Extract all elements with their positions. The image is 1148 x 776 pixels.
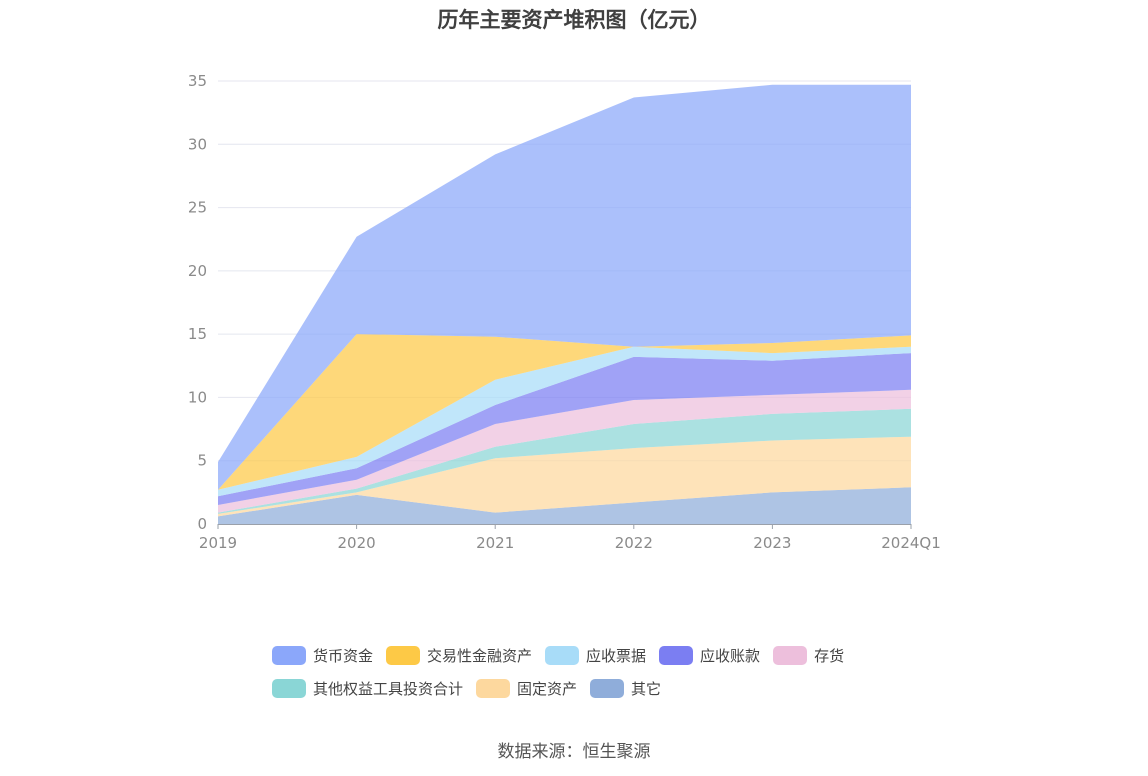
legend-item-other[interactable]: 其它 [590,678,661,699]
x-tick-label: 2019 [199,534,237,552]
y-tick-label: 35 [188,72,207,90]
area-应收票据[interactable] [218,346,911,497]
area-货币资金[interactable] [218,84,911,490]
stacked-area-chart: 0 5 10 15 20 25 30 35 2019 2020 2021 2022 2023 2024Q1 [188,72,941,552]
y-tick-label: 20 [188,262,207,280]
legend-item-accounts-receivable[interactable]: 应收账款 [659,645,760,666]
x-tick-label: 2022 [615,534,653,552]
y-tick-label: 15 [188,325,207,343]
area-固定资产[interactable] [218,436,911,517]
legend-item-notes-receivable[interactable]: 应收票据 [545,645,646,666]
legend-label: 存货 [814,647,845,665]
legend-label: 固定资产 [517,680,578,698]
legend-swatch [386,646,421,665]
legend-item-cash[interactable]: 货币资金 [272,645,373,666]
legend-swatch [545,646,580,665]
y-tick-label: 10 [188,388,207,406]
legend-row-2: 其他权益工具投资合计 固定资产 其它 [272,672,912,705]
legend-swatch [476,679,511,698]
legend-item-equity-investments[interactable]: 其他权益工具投资合计 [272,678,463,699]
legend-item-inventory[interactable]: 存货 [773,645,844,666]
legend-label: 货币资金 [313,647,374,665]
legend-row-1: 货币资金 交易性金融资产 应收票据 应收账款 存货 [272,639,912,672]
y-tick-label: 0 [197,515,207,533]
y-tick-label: 30 [188,135,207,153]
legend-swatch [272,679,306,698]
x-tick-label: 2023 [753,534,791,552]
legend-swatch [773,646,808,665]
legend-label: 应收账款 [700,647,761,665]
x-tick-label: 2021 [476,534,514,552]
source-note: 数据来源：恒生聚源 [497,742,651,762]
x-tick-label: 2024Q1 [881,534,941,552]
legend-label: 应收票据 [586,647,647,665]
axes: 0 5 10 15 20 25 30 35 2019 2020 2021 2022 2023 2024Q1 [188,72,941,552]
area-其他权益工具投资合计[interactable] [218,408,911,514]
legend-swatch [590,679,625,698]
area-其它[interactable] [218,487,911,524]
legend-item-fixed-assets[interactable]: 固定资产 [476,678,577,699]
legend: 货币资金 交易性金融资产 应收票据 应收账款 存货 其他权益工具投资合计 固定资… [272,639,912,705]
area-series [218,84,911,524]
legend-label: 其它 [631,680,662,698]
legend-label: 其他权益工具投资合计 [313,680,464,698]
x-tick-label: 2020 [338,534,376,552]
y-tick-label: 5 [197,452,207,470]
legend-swatch [659,646,694,665]
area-应收账款[interactable] [218,353,911,505]
chart-title: 历年主要资产堆积图（亿元） [437,8,711,32]
legend-label: 交易性金融资产 [427,647,533,665]
y-tick-label: 25 [188,199,207,217]
area-交易性金融资产[interactable] [218,334,911,490]
area-存货[interactable] [218,389,911,513]
legend-swatch [272,646,306,665]
legend-item-trading-assets[interactable]: 交易性金融资产 [386,645,532,666]
